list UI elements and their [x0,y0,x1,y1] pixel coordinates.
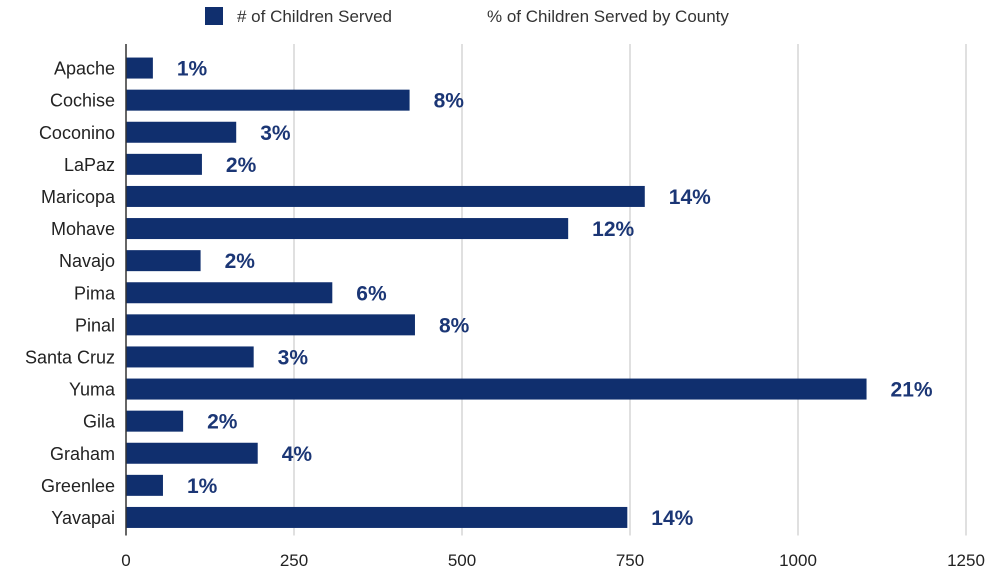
category-label: Yuma [69,380,116,400]
category-label: Greenlee [41,476,115,496]
bar [126,314,415,336]
legend: # of Children Served % of Children Serve… [205,7,729,26]
data-label: 14% [651,507,693,530]
bar [126,378,867,400]
bar [126,282,333,304]
bar [126,89,410,111]
data-label: 2% [207,411,238,434]
category-labels: Apache Cochise Coconino LaPaz Maricopa Mohave… [25,59,116,528]
bar [126,185,645,207]
category-label: Pima [74,283,116,303]
category-label: Santa Cruz [25,347,115,367]
data-label: 21% [891,379,933,402]
category-label: Graham [50,444,115,464]
data-label: 6% [356,282,387,305]
bar [126,474,163,496]
data-label: 1% [177,58,208,81]
x-tick-label: 0 [121,551,130,570]
x-tick-label: 1000 [779,551,817,570]
category-label: LaPaz [64,155,115,175]
category-label: Gila [83,412,116,432]
category-label: Maricopa [41,187,116,207]
x-tick-label: 500 [448,551,476,570]
legend-label-children-served: # of Children Served [237,7,392,26]
legend-swatch [205,7,223,25]
bars [126,57,867,528]
data-label: 2% [225,250,256,273]
data-label: 12% [592,218,634,241]
bar [126,442,258,464]
data-label: 3% [278,346,309,369]
bar [126,153,202,175]
x-tick-label: 250 [280,551,308,570]
category-label: Cochise [50,91,115,111]
data-label: 2% [226,154,257,177]
x-tick-label: 1250 [947,551,985,570]
x-tick-labels: 0 250 500 750 1000 1250 [121,551,985,570]
data-label: 8% [439,314,470,337]
bar [126,57,153,79]
data-label: 1% [187,475,218,498]
data-label: 8% [434,90,465,113]
data-label: 4% [282,443,313,466]
category-label: Navajo [59,251,115,271]
gridlines [293,44,967,536]
category-label: Apache [54,59,115,79]
data-label: 3% [260,122,291,145]
category-label: Yavapai [51,508,115,528]
x-tick-label: 750 [616,551,644,570]
bar [126,218,569,240]
data-labels: 1%8%3%2%14%12%2%6%8%3%21%2%4%1%14% [177,58,933,530]
data-label: 14% [669,186,711,209]
category-label: Mohave [51,219,115,239]
bar [126,121,237,143]
bar [126,250,201,272]
category-label: Coconino [39,123,115,143]
legend-label-percent-by-county: % of Children Served by County [487,7,729,26]
bar [126,346,254,368]
category-label: Pinal [75,315,115,335]
bar [126,506,628,528]
bar [126,410,184,432]
